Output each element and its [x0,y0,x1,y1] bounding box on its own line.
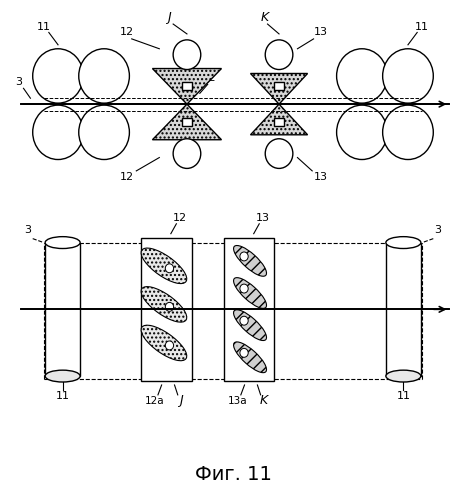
Circle shape [165,341,174,350]
Circle shape [265,40,293,70]
Circle shape [383,49,433,103]
Polygon shape [251,74,308,104]
Ellipse shape [233,342,267,372]
Polygon shape [45,242,80,376]
Polygon shape [182,82,192,90]
Text: 12a: 12a [145,396,164,406]
Ellipse shape [386,370,421,382]
Polygon shape [274,118,284,126]
Text: 13: 13 [314,172,328,182]
Circle shape [173,138,201,168]
Text: 11: 11 [37,22,51,32]
Text: 13: 13 [256,213,270,223]
Text: 12: 12 [120,28,134,38]
Text: K: K [261,11,269,24]
Ellipse shape [233,278,267,308]
Circle shape [33,49,83,103]
Ellipse shape [141,248,187,284]
Circle shape [165,264,174,272]
Circle shape [383,105,433,160]
Polygon shape [182,118,192,126]
Ellipse shape [233,310,267,340]
Circle shape [240,252,248,261]
Text: 11: 11 [397,391,411,401]
Ellipse shape [141,286,187,322]
Ellipse shape [233,246,267,276]
Ellipse shape [45,236,80,248]
Circle shape [240,316,248,325]
Circle shape [265,138,293,168]
Ellipse shape [386,236,421,248]
Text: 3: 3 [434,224,441,234]
Text: 3: 3 [25,224,32,234]
Polygon shape [152,68,221,104]
Text: 12: 12 [120,172,134,182]
Circle shape [240,284,248,293]
Text: 11: 11 [55,391,69,401]
Circle shape [336,49,387,103]
Text: 13a: 13a [228,396,247,406]
Circle shape [240,348,248,358]
Polygon shape [152,104,221,140]
Ellipse shape [45,370,80,382]
Text: K: K [260,394,268,407]
Polygon shape [274,82,284,90]
Text: 11: 11 [415,22,429,32]
Text: J: J [179,394,183,407]
Circle shape [79,49,130,103]
Text: Фиг. 11: Фиг. 11 [195,466,271,484]
Circle shape [165,302,174,312]
Text: 13: 13 [314,28,328,38]
Polygon shape [224,238,274,381]
Circle shape [173,40,201,70]
Text: 3: 3 [15,77,22,87]
Circle shape [79,105,130,160]
Text: L: L [209,74,215,84]
Text: J: J [167,11,171,24]
Polygon shape [251,104,308,135]
Text: 12: 12 [173,213,187,223]
Circle shape [336,105,387,160]
Polygon shape [386,242,421,376]
Polygon shape [141,238,192,381]
Ellipse shape [141,325,187,360]
Circle shape [33,105,83,160]
